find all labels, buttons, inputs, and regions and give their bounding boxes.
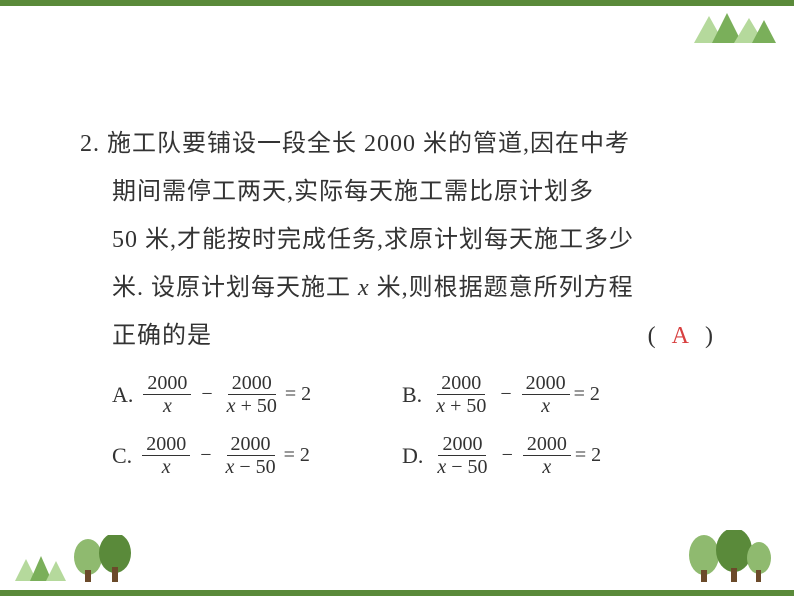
fraction: 2000 x + 50 bbox=[223, 372, 281, 417]
trees-icon bbox=[70, 535, 140, 585]
triangles-icon bbox=[684, 8, 784, 48]
question-line3: 50 米,才能按时完成任务,求原计划每天施工多少 bbox=[80, 216, 714, 264]
trees-icon bbox=[684, 530, 774, 585]
fraction: 2000 x − 50 bbox=[433, 433, 491, 478]
option-b: B. 2000 x + 50 − 2000 x = 2 bbox=[402, 372, 600, 417]
top-border bbox=[0, 0, 794, 6]
option-d: D. 2000 x − 50 − 2000 x = 2 bbox=[402, 433, 601, 478]
question-number: 2. bbox=[80, 131, 100, 157]
fraction: 2000 x bbox=[523, 433, 571, 478]
question-line4: 米. 设原计划每天施工 x 米,则根据题意所列方程 bbox=[80, 264, 714, 312]
fraction: 2000 x bbox=[143, 372, 191, 417]
tree-decoration-right bbox=[684, 530, 774, 590]
option-a: A. 2000 x − 2000 x + 50 = 2 bbox=[112, 372, 402, 417]
fraction: 2000 x bbox=[142, 433, 190, 478]
correct-answer: A bbox=[672, 323, 690, 349]
question-line1: 施工队要铺设一段全长 2000 米的管道,因在中考 bbox=[107, 131, 630, 157]
question-line5: 正确的是 ( A ) bbox=[80, 312, 714, 360]
option-row-1: A. 2000 x − 2000 x + 50 = 2 B. 2000 x + … bbox=[112, 372, 714, 417]
fraction: 2000 x + 50 bbox=[432, 372, 490, 417]
options-list: A. 2000 x − 2000 x + 50 = 2 B. 2000 x + … bbox=[80, 372, 714, 478]
triangle-decoration-top bbox=[684, 8, 784, 53]
triangle-decoration-bottom bbox=[10, 553, 70, 588]
answer-paren: ( A ) bbox=[648, 312, 714, 360]
option-c: C. 2000 x − 2000 x − 50 = 2 bbox=[112, 433, 402, 478]
tree-decoration-left bbox=[70, 535, 140, 590]
question-content: 2. 施工队要铺设一段全长 2000 米的管道,因在中考 期间需停工两天,实际每… bbox=[80, 120, 714, 494]
question-text: 2. 施工队要铺设一段全长 2000 米的管道,因在中考 期间需停工两天,实际每… bbox=[80, 120, 714, 360]
option-row-2: C. 2000 x − 2000 x − 50 = 2 D. 2000 x − … bbox=[112, 433, 714, 478]
triangles-icon bbox=[10, 553, 70, 583]
fraction: 2000 x − 50 bbox=[221, 433, 279, 478]
question-line2: 期间需停工两天,实际每天施工需比原计划多 bbox=[80, 168, 714, 216]
fraction: 2000 x bbox=[522, 372, 570, 417]
bottom-border bbox=[0, 590, 794, 596]
